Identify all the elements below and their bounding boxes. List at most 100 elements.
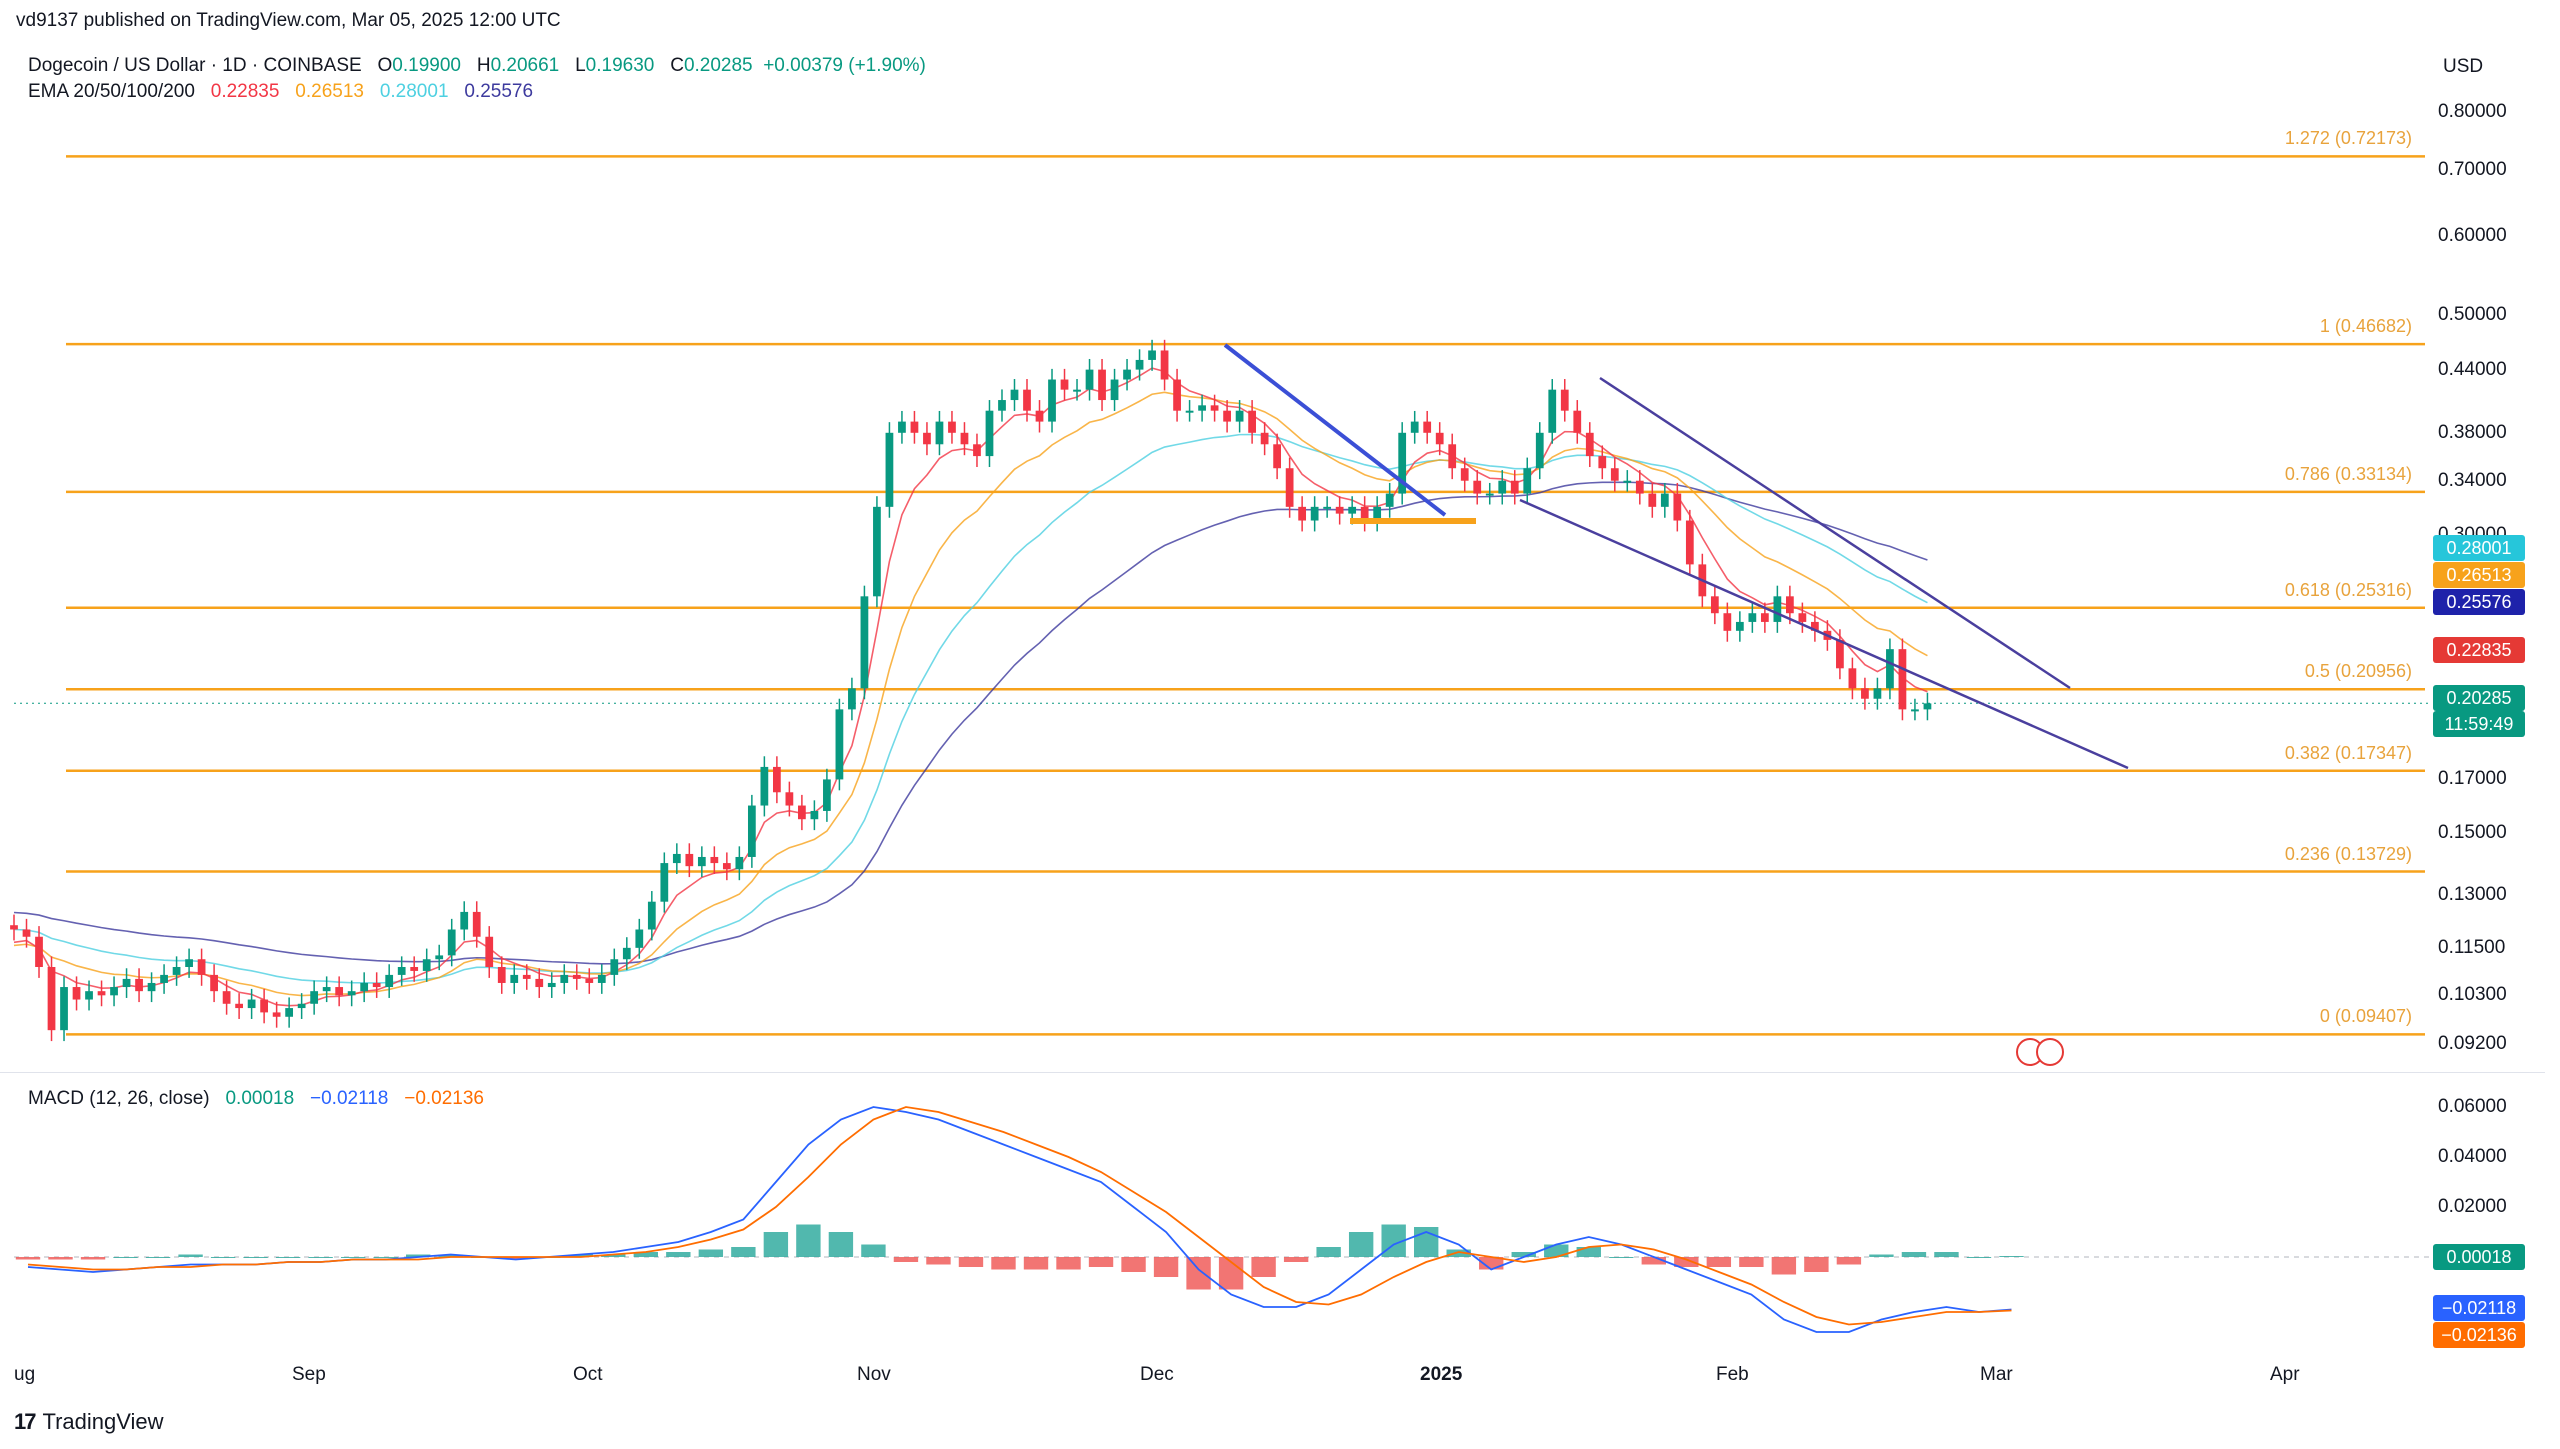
candle (222, 991, 231, 1004)
ema-label: EMA 20/50/100/200 (28, 81, 195, 102)
price-tag: 0.25576 (2433, 589, 2525, 615)
candle (1760, 613, 1769, 622)
ema-legend[interactable]: EMA 20/50/100/200 0.22835 0.26513 0.2800… (28, 81, 533, 103)
macd-histogram-bar (796, 1224, 821, 1257)
currency-label[interactable]: USD (2443, 56, 2484, 77)
symbol-legend: Dogecoin / US Dollar · 1D · COINBASE O0.… (28, 55, 926, 77)
candle (1886, 649, 1894, 689)
candle (385, 974, 394, 988)
candle (447, 929, 456, 956)
time-tick: Feb (1716, 1364, 1749, 1385)
candle (197, 959, 206, 975)
price-tick: 0.60000 (2438, 224, 2507, 246)
candle (1448, 444, 1457, 469)
macd-tag: −0.02136 (2433, 1322, 2525, 1348)
candle (10, 925, 18, 930)
macd-histogram-bar (1186, 1257, 1211, 1290)
macd-legend[interactable]: MACD (12, 26, close) 0.00018 −0.02118 −0… (28, 1088, 484, 1110)
candle (1198, 405, 1206, 411)
candle (1773, 596, 1782, 622)
fib-label: 1.272 (0.72173) (2284, 128, 2412, 149)
candle (47, 966, 56, 1031)
countdown-tag: 11:59:49 (2433, 711, 2525, 737)
candle (1911, 709, 1919, 712)
price-tick: 0.70000 (2438, 158, 2507, 180)
macd-histogram-bar (113, 1257, 138, 1258)
change-value: +0.00379 (+1.90%) (763, 55, 926, 76)
candle (1048, 379, 1056, 422)
candle (1123, 369, 1131, 380)
price-tick: 0.44000 (2438, 358, 2507, 380)
candle (697, 856, 706, 867)
macd-histogram-bar (48, 1257, 73, 1260)
candle (285, 1008, 294, 1017)
open-value: 0.19900 (392, 55, 461, 76)
macd-histogram-bar (991, 1257, 1016, 1270)
fib-label: 0.5 (0.20956) (2304, 661, 2412, 682)
candle (1335, 506, 1344, 514)
macd-histogram-bar (406, 1254, 431, 1257)
candle (973, 444, 981, 457)
candle (1535, 432, 1544, 469)
low-value: 0.19630 (585, 55, 655, 76)
macd-histogram-bar (1934, 1252, 1959, 1257)
price-tick: 0.11500 (2438, 936, 2506, 958)
candle (798, 805, 806, 820)
candle (1260, 432, 1269, 445)
candle (1685, 520, 1694, 565)
price-tick: 0.80000 (2438, 101, 2507, 122)
time-tick: Mar (1980, 1364, 2013, 1385)
candle (910, 421, 919, 433)
candle (347, 991, 356, 996)
candle (410, 966, 419, 971)
candle (172, 966, 181, 975)
candle (1660, 493, 1669, 507)
candle (1873, 688, 1882, 699)
candle (97, 991, 106, 996)
close-label: C (670, 55, 684, 76)
candle (85, 991, 93, 1000)
macd-histogram-bar (340, 1257, 366, 1258)
candle (1585, 432, 1594, 457)
candle (397, 966, 406, 975)
candle (510, 974, 519, 983)
candle (1385, 493, 1394, 507)
price-tick: 0.13000 (2438, 884, 2507, 905)
candle (110, 987, 118, 996)
ema50-line (13, 391, 1928, 997)
macd-histogram-bar (861, 1244, 886, 1257)
candle (747, 805, 756, 857)
symbol-name[interactable]: Dogecoin / US Dollar · 1D · COINBASE (28, 55, 362, 76)
candle (1898, 649, 1907, 710)
candle (1310, 506, 1319, 521)
price-tick: 0.09200 (2438, 1033, 2507, 1054)
candle (1598, 456, 1607, 469)
macd-signal-value: −0.02136 (404, 1088, 484, 1109)
fib-label: 0.382 (0.17347) (2284, 742, 2412, 763)
candle (1273, 444, 1282, 469)
candle (560, 974, 569, 983)
macd-histogram-bar (1121, 1257, 1146, 1272)
fib-label: 0.236 (0.13729) (2284, 843, 2412, 864)
pane-separator[interactable] (0, 1072, 2545, 1073)
tradingview-brand[interactable]: 17 TradingView (14, 1409, 164, 1435)
macd-histogram-bar (698, 1249, 724, 1257)
trendline-lower (1519, 498, 2129, 770)
macd-histogram-bar (568, 1254, 593, 1257)
candle (585, 978, 594, 983)
candle (485, 936, 494, 967)
candle (1360, 506, 1369, 521)
event-flag-icon (2036, 1038, 2064, 1066)
candle (1285, 468, 1294, 507)
candle (1348, 506, 1357, 514)
macd-histogram-bar (438, 1254, 463, 1257)
candle (1673, 493, 1682, 521)
macd-histogram-bar (178, 1254, 203, 1257)
candle (1235, 410, 1244, 422)
macd-tag: 0.00018 (2433, 1244, 2525, 1270)
macd-histogram-bar (1804, 1257, 1829, 1272)
candle (1573, 410, 1582, 433)
ema100-line (13, 433, 1928, 984)
candle (1460, 468, 1469, 481)
